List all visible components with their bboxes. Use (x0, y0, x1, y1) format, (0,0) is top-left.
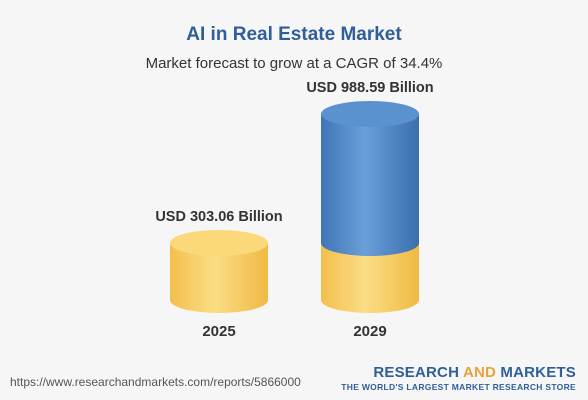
bar-2029-base-body (321, 242, 419, 313)
brand-logo: RESEARCH AND MARKETS THE WORLD'S LARGEST… (341, 364, 576, 392)
brand-research: RESEARCH (373, 364, 460, 381)
data-label-2029: USD 988.59 Billion (306, 80, 433, 96)
chart-subtitle: Market forecast to grow at a CAGR of 34.… (145, 55, 443, 72)
source-url[interactable]: https://www.researchandmarkets.com/repor… (10, 375, 301, 389)
category-label-2025: 2025 (202, 323, 235, 340)
brand-markets: MARKETS (500, 364, 576, 381)
chart-title: AI in Real Estate Market (186, 24, 402, 45)
bar-2029-growth-top (321, 101, 419, 127)
category-label-2029: 2029 (353, 323, 386, 340)
brand-name: RESEARCH AND MARKETS (341, 364, 576, 381)
brand-and: AND (462, 364, 497, 381)
bar-2025-body (170, 242, 268, 313)
bar-2025-top (170, 229, 268, 256)
bar-2029-growth-body (321, 114, 419, 256)
brand-tagline: THE WORLD'S LARGEST MARKET RESEARCH STOR… (341, 382, 576, 392)
data-label-2025: USD 303.06 Billion (155, 209, 282, 225)
